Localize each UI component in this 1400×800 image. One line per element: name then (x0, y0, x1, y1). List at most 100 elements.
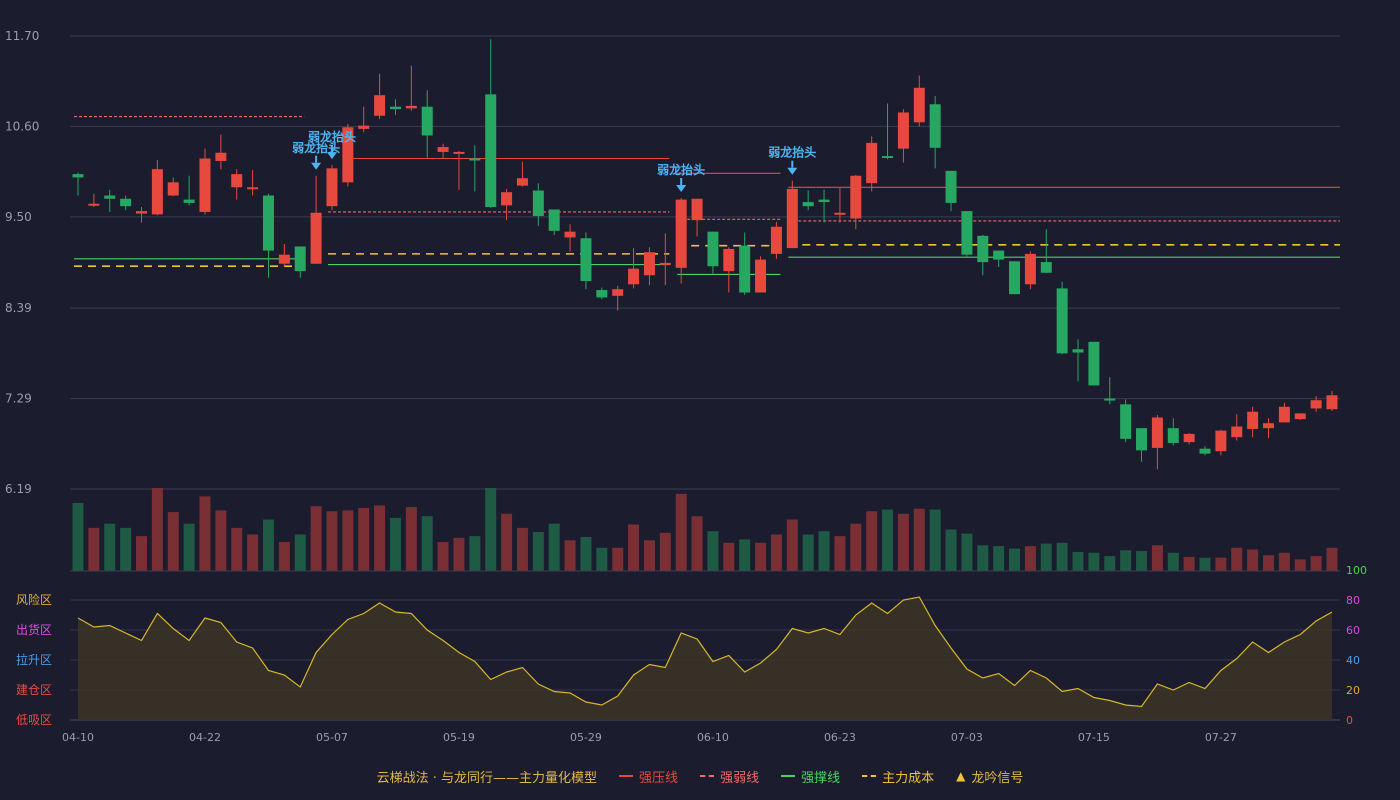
date-tick-label: 05-29 (570, 731, 602, 744)
osc-line (77, 596, 1333, 708)
candle-body (1040, 262, 1052, 273)
signal-marker: 弱龙抬头 (308, 129, 356, 160)
signal-arrow-icon (676, 184, 687, 192)
candle-body (421, 106, 433, 136)
price-tick-label: 8.39 (5, 301, 32, 315)
volume-bar (1104, 556, 1116, 571)
volume-bar (532, 531, 544, 571)
volume-bar (1056, 542, 1068, 571)
signal-marker: 弱龙抬头 (657, 162, 705, 192)
candle-body (1278, 406, 1290, 423)
volume-bar (120, 527, 132, 571)
volume-bar (310, 506, 322, 571)
candle-body (326, 168, 338, 207)
candle-body (691, 198, 703, 221)
date-tick-label: 04-10 (62, 731, 94, 744)
volume-bar (326, 511, 338, 571)
date-x-axis: 04-10 04-22 05-07 05-19 05-29 06-10 06-23 07-03… (62, 731, 1237, 744)
volume-bar (104, 523, 116, 571)
volume-bar (437, 541, 449, 571)
volume-bar (691, 516, 703, 571)
candle-body (945, 170, 957, 203)
legend-item-support: 强撑线 (781, 767, 840, 786)
date-tick-label: 05-07 (316, 731, 348, 744)
candle-body (1024, 253, 1036, 285)
legend-label: 主力成本 (882, 770, 935, 786)
volume-bar (231, 527, 243, 571)
candle-body (564, 231, 576, 238)
candle-body (247, 187, 259, 190)
signal-label: 弱龙抬头 (657, 162, 705, 177)
osc-area (78, 597, 1332, 720)
candle-body (1247, 411, 1259, 429)
volume-bar (1151, 545, 1163, 571)
candle-body (104, 195, 116, 199)
candle-body (151, 169, 163, 215)
price-tick-label: 7.29 (5, 392, 32, 406)
osc-tick-label: 60 (1346, 624, 1360, 637)
volume-bar (88, 527, 100, 571)
volume-bar (675, 493, 687, 571)
candle-body (707, 231, 719, 267)
date-tick-label: 06-23 (824, 731, 856, 744)
date-tick-label: 07-15 (1078, 731, 1110, 744)
volume-bar (882, 509, 894, 571)
osc-tick-label: 40 (1346, 654, 1360, 667)
volume-bar (485, 488, 497, 571)
candle-body (723, 248, 735, 272)
candle-body (850, 175, 862, 219)
osc-tick-label: 0 (1346, 714, 1353, 727)
legend-swatch (862, 775, 877, 777)
volume-bar (1183, 556, 1195, 571)
volume-bar (961, 533, 973, 571)
volume-bar (1247, 549, 1259, 571)
candle-body (1326, 395, 1338, 410)
volume-bar (755, 542, 767, 571)
price-tick-label: 11.70 (5, 29, 39, 43)
volume-bar (389, 517, 401, 571)
volume-bar (262, 519, 274, 571)
osc-zone-label: 拉升区 (16, 652, 52, 667)
volume-bar (770, 534, 782, 571)
volume-bar (1199, 557, 1211, 571)
candle-body (501, 192, 513, 206)
candle-body (405, 105, 417, 109)
volume-bar (1167, 552, 1179, 571)
volume-bar (945, 529, 957, 571)
volume-bar (580, 536, 592, 571)
volume-bar (897, 513, 909, 571)
volume-bar (1136, 551, 1148, 571)
volume-bar (342, 510, 354, 571)
volume-bar (1278, 552, 1290, 571)
volume-bar (786, 519, 798, 571)
signal-arrow-icon (787, 167, 798, 175)
volume-bar (199, 496, 211, 571)
candle-body (818, 199, 830, 203)
volume-bar (628, 524, 640, 571)
candle-body (643, 252, 655, 276)
candle-body (532, 190, 544, 217)
candle-body (262, 195, 274, 251)
candle-body (675, 199, 687, 268)
volume-bar (358, 507, 370, 571)
candle-body (739, 245, 751, 293)
candle-body (310, 212, 322, 264)
candle-body (374, 95, 386, 116)
candle-body (183, 199, 195, 203)
candle-body (1056, 288, 1068, 354)
candle-body (866, 142, 878, 184)
candle-body (1310, 400, 1322, 409)
signal-label: 弱龙抬头 (308, 129, 356, 144)
signal-marker: 弱龙抬头 (292, 140, 340, 170)
volume-bar (294, 534, 306, 571)
legend-swatch (781, 775, 796, 777)
volume-bar (1040, 543, 1052, 571)
price-tick-label: 6.19 (5, 482, 32, 496)
date-tick-label: 05-19 (443, 731, 475, 744)
candle-body (1215, 430, 1227, 452)
volume-bar (501, 513, 513, 571)
candle-body (199, 158, 211, 212)
price-tick-label: 10.60 (5, 119, 39, 133)
candle-body (659, 262, 671, 265)
